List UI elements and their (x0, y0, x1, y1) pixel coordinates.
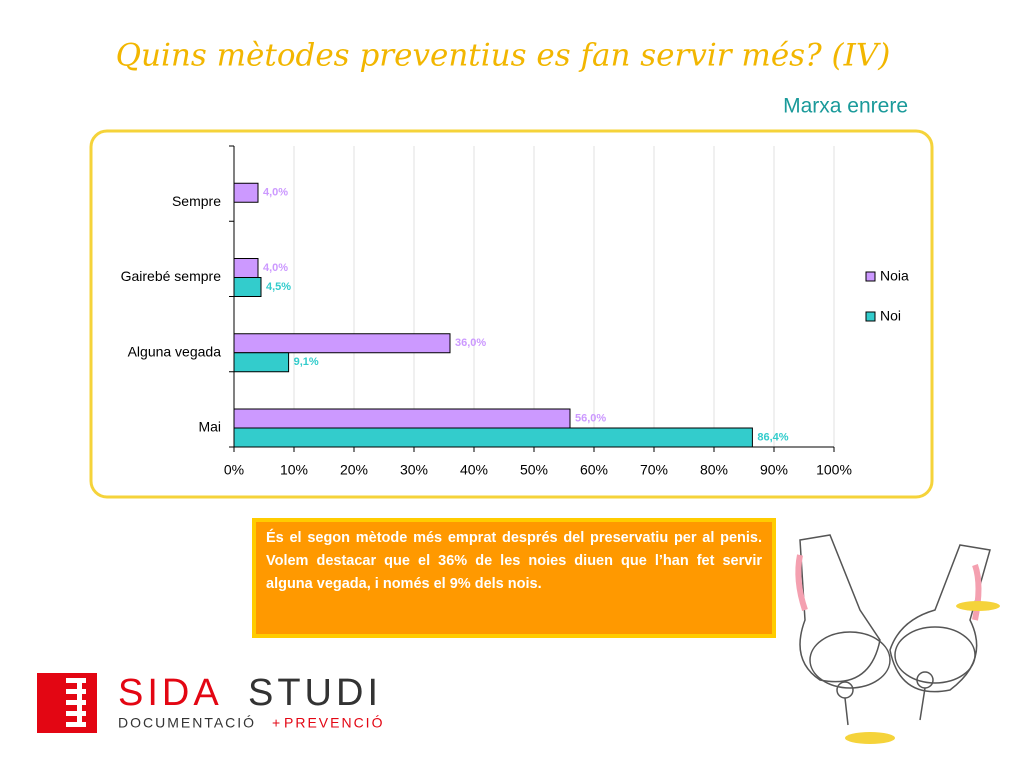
x-tick-label: 30% (400, 462, 428, 478)
y-tick-label: Gairebé sempre (121, 268, 222, 284)
x-tick-label: 50% (520, 462, 548, 478)
bar (233, 258, 259, 278)
bar (233, 408, 571, 429)
bar (233, 333, 451, 354)
logo-tagline: PREVENCIÓ (284, 715, 384, 731)
logo-pattern (66, 678, 86, 727)
x-tick-label: 80% (700, 462, 728, 478)
illustration-accent (972, 564, 982, 621)
bar (233, 352, 290, 373)
bar (233, 182, 259, 203)
nav-link[interactable]: Marxa enrere (783, 95, 908, 118)
legend-swatch (865, 271, 876, 282)
illustration (799, 534, 991, 726)
logo-tagline: DOCUMENTACIÓ (118, 715, 256, 731)
legend-label: Noi (880, 308, 901, 324)
y-tick-label: Alguna vegada (128, 343, 222, 359)
illustration-accent (795, 554, 808, 611)
x-tick-label: 40% (460, 462, 488, 478)
data-label: 4,0% (263, 187, 288, 199)
y-tick-label: Mai (198, 419, 221, 435)
x-tick-label: 20% (340, 462, 368, 478)
illustration-accent (845, 732, 895, 744)
logo-name: STUDI (248, 672, 382, 714)
x-tick-label: 70% (640, 462, 668, 478)
data-label: 36,0% (455, 337, 486, 349)
chart: 0% 10% 20% 30% 40% 50% 60% 70% 80% 90% 100% Sempre 4… (121, 145, 909, 478)
bar (233, 427, 753, 448)
illustration-accent (956, 601, 1000, 611)
legend-label: Noia (880, 268, 909, 284)
data-label: 86,4% (757, 431, 788, 443)
chart-frame (89, 129, 934, 499)
slide-title: Quins mètodes preventius es fan servir m… (116, 38, 891, 74)
bar (233, 277, 262, 297)
y-tick-label: Sempre (172, 193, 221, 209)
legend-swatch (865, 311, 876, 322)
data-label: 56,0% (575, 412, 606, 424)
x-tick-label: 60% (580, 462, 608, 478)
data-label: 9,1% (294, 356, 319, 368)
x-tick-label: 0% (224, 462, 244, 478)
logo-name: SIDA (118, 672, 223, 714)
note-box: És el segon mètode més emprat després de… (252, 518, 776, 638)
x-tick-label: 90% (760, 462, 788, 478)
data-label: 4,0% (263, 262, 288, 274)
x-tick-label: 10% (280, 462, 308, 478)
logo-tagline: + (272, 715, 280, 731)
data-label: 4,5% (266, 281, 291, 293)
x-tick-label: 100% (816, 462, 852, 478)
